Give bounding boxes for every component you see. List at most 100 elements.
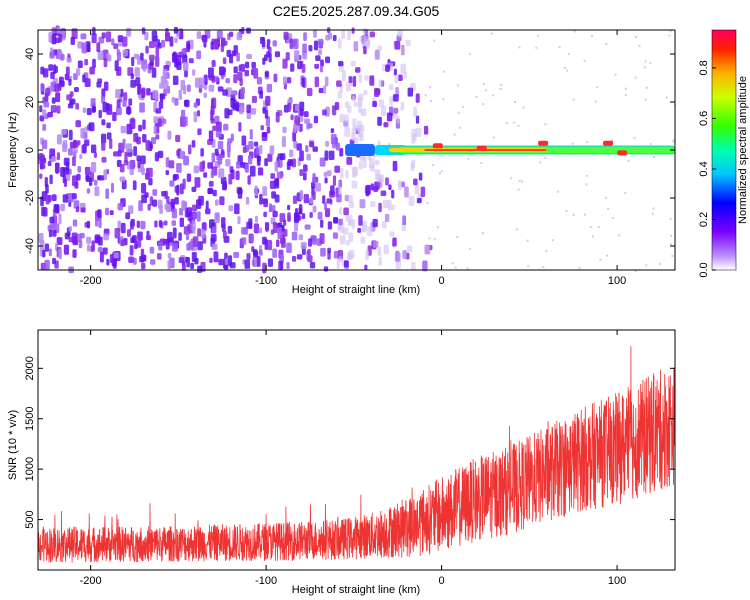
spectrogram-cell — [433, 238, 436, 241]
spectrogram-cell — [224, 258, 228, 265]
spectrogram-cell — [299, 109, 304, 117]
spectrogram-cell — [178, 89, 183, 100]
spectrogram-cell — [454, 266, 457, 269]
spectrogram-cell — [287, 204, 291, 211]
spectrogram-cell — [240, 86, 245, 94]
spectrogram-cell — [634, 269, 637, 272]
x-tick-label: 100 — [608, 275, 626, 287]
spectrogram-cell — [285, 52, 290, 61]
spectrogram-cell — [155, 134, 160, 140]
spectrogram-cell — [380, 190, 387, 197]
spectrogram-cell — [182, 178, 186, 190]
spectrogram-cell — [134, 67, 140, 77]
spectrogram-cell — [144, 31, 149, 41]
spectrogram-cell — [333, 250, 339, 259]
spectrogram-cell — [246, 253, 251, 260]
y-tick-label: 1500 — [24, 406, 36, 430]
spectrogram-cell — [645, 86, 648, 89]
spectrogram-cell — [101, 119, 106, 126]
spectrogram-cell — [303, 194, 310, 204]
spectrogram-cell — [210, 109, 214, 121]
colorbar-tick-label: 0.2 — [698, 212, 710, 227]
spectrogram-cell — [82, 144, 87, 154]
spectrogram-cell — [351, 180, 358, 189]
spectrogram-cell — [259, 249, 263, 256]
spectrogram-cell — [517, 124, 520, 127]
spectrogram-cell — [175, 134, 181, 143]
spectrogram-cell — [268, 203, 273, 213]
spectrogram-cell — [158, 101, 164, 109]
spectrogram-cell — [500, 84, 503, 87]
spectrogram-cell — [174, 197, 179, 205]
y-tick-label: 500 — [24, 510, 36, 528]
spectrogram-cell — [291, 256, 297, 262]
spectrogram-cell — [228, 54, 234, 64]
x-tick-label: 0 — [439, 575, 445, 587]
spectrogram-cell — [141, 262, 146, 270]
spectrogram-cell — [274, 161, 279, 172]
spectrogram-cell — [45, 194, 50, 205]
snr-series-line — [38, 346, 675, 563]
spectrogram-cell — [260, 125, 265, 131]
spectrogram-cell — [137, 159, 141, 169]
spectrogram-cell — [518, 179, 521, 182]
spectrogram-cell — [212, 226, 217, 234]
spectrogram-cell — [351, 27, 355, 34]
spectrogram-cell — [197, 241, 203, 251]
spectrogram-cell — [244, 259, 251, 269]
spectrogram-cell — [286, 77, 292, 84]
spectrogram-cell — [671, 254, 674, 257]
spectrogram-cell — [229, 262, 236, 269]
spectrogram-cell — [141, 183, 147, 194]
spectrogram-cell — [227, 225, 233, 234]
spectrogram-cell — [205, 208, 211, 215]
spectrogram-cell — [323, 85, 327, 94]
spectrogram-cell — [77, 165, 82, 173]
spectrogram-cell — [292, 38, 299, 50]
spectrogram-cell — [336, 142, 341, 151]
y-tick-label: 20 — [24, 96, 36, 108]
spectrogram-cell — [308, 44, 313, 52]
spectrogram-cell — [58, 33, 63, 43]
spectrogram-cell — [75, 140, 81, 146]
spectrogram-cell — [76, 173, 81, 181]
spectrogram-cell — [353, 101, 359, 107]
spectrogram-cell — [392, 94, 399, 102]
spectrogram-cell — [153, 116, 159, 124]
spectrogram-cell — [176, 162, 182, 173]
spectrogram-cell — [119, 163, 125, 173]
spectrogram-cell — [91, 33, 97, 44]
spectrogram-cell — [138, 124, 143, 132]
spectrogram-cell — [129, 159, 135, 170]
spectrogram-cell — [544, 123, 547, 126]
colorbar: 0.0 0.2 0.4 0.6 0.8 Normalized spectral ampl… — [698, 29, 749, 278]
spectrogram-cell — [456, 84, 459, 87]
spectrogram-cell — [558, 45, 561, 48]
spectrogram-cell — [39, 115, 45, 122]
spectrogram-cell — [274, 178, 280, 189]
spectrogram-cell — [302, 43, 307, 53]
spectrogram-cell — [166, 195, 170, 204]
spectrogram-cell — [670, 243, 673, 246]
spectrogram-cell — [155, 55, 160, 67]
spectrogram-cell — [296, 143, 302, 151]
spectrogram-cell — [358, 124, 365, 132]
spectrogram-cell — [94, 186, 100, 197]
spectrogram-cell — [141, 27, 146, 35]
spectrogram-cell — [151, 137, 157, 145]
spectrogram-cell — [141, 194, 147, 204]
spectrogram-cell — [211, 74, 216, 83]
spectrogram-cell — [267, 153, 273, 162]
spectrogram-cell — [42, 109, 47, 117]
spectrogram-cell — [669, 217, 672, 220]
spectrogram-cell — [522, 106, 525, 109]
spectrogram-cell — [157, 150, 164, 159]
spectrogram-cell — [151, 67, 157, 78]
spectrogram-cell — [60, 203, 65, 212]
spectrogram-cell — [306, 88, 313, 97]
spectrogram-cell — [309, 262, 316, 269]
spectrogram-cell — [90, 144, 97, 154]
spectrogram-cell — [182, 61, 189, 72]
spectrogram-cell — [66, 94, 73, 101]
spectrogram-cell — [327, 221, 333, 230]
